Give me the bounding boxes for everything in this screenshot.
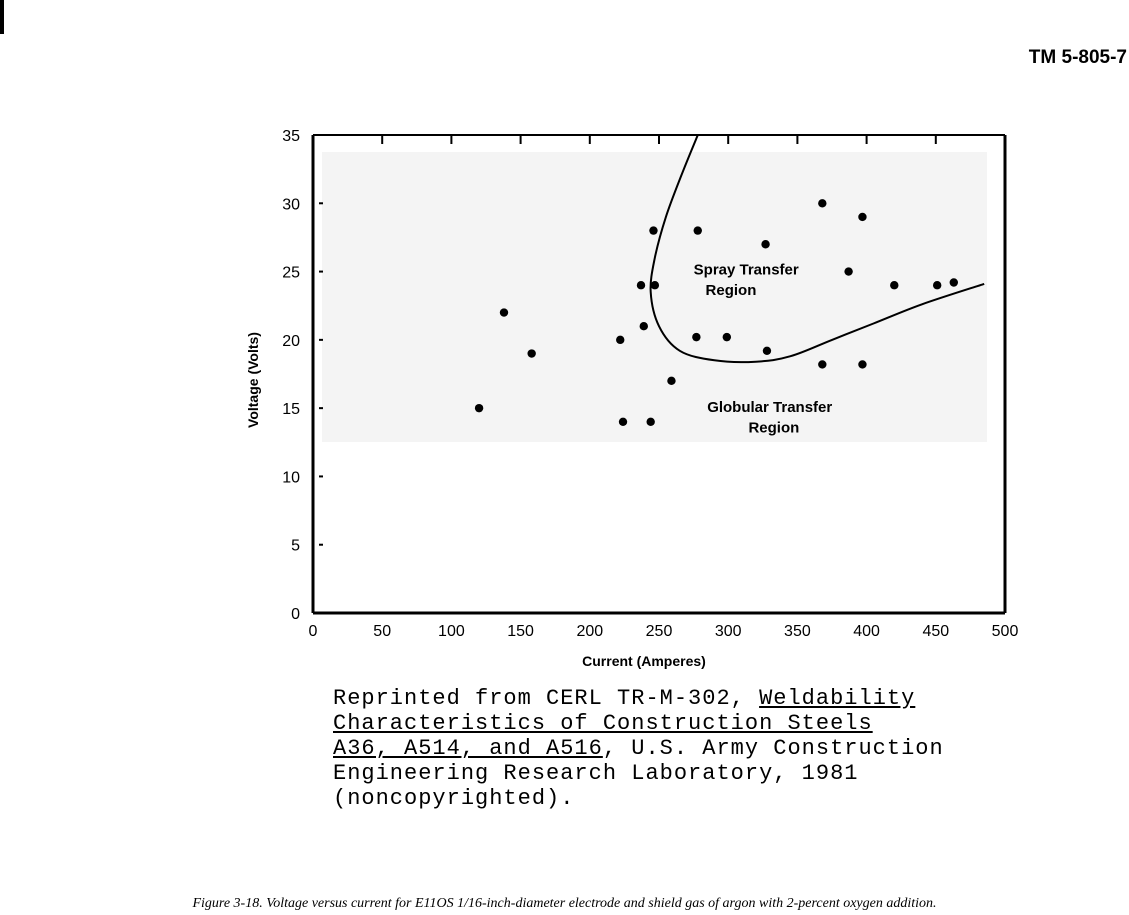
data-point (890, 281, 899, 290)
reprint-title-part3: A36, A514, and A516 (333, 736, 603, 761)
figure-caption: Figure 3-18. Voltage versus current for … (192, 896, 937, 911)
data-point (646, 417, 655, 426)
data-point (693, 226, 702, 235)
data-point (932, 281, 942, 290)
y-tick-label: 0 (291, 606, 300, 623)
data-point (762, 346, 772, 355)
x-tick-label: 300 (715, 623, 742, 640)
data-point (650, 281, 660, 290)
x-tick-label: 50 (373, 623, 391, 640)
y-tick-label: 30 (282, 196, 300, 213)
y-tick-label: 10 (282, 469, 300, 486)
reprint-title-part1: Weldability (759, 686, 916, 711)
reprint-note: Reprinted from CERL TR-M-302, Weldabilit… (333, 686, 944, 811)
x-tick-label: 450 (922, 623, 949, 640)
x-tick-label: 100 (438, 623, 465, 640)
data-point (844, 267, 853, 276)
x-tick-label: 250 (646, 623, 673, 640)
reprint-line3-suffix: , U.S. Army Construction (602, 736, 944, 761)
x-axis-label: Current (Amperes) (582, 653, 706, 669)
y-axis-label: Voltage (Volts) (245, 332, 261, 428)
data-point (618, 417, 628, 426)
page-edge-mark (0, 0, 4, 34)
x-tick-label: 0 (309, 623, 318, 640)
y-tick-label: 15 (282, 401, 300, 418)
data-point (761, 240, 770, 249)
data-point (949, 278, 958, 287)
data-point (527, 349, 536, 358)
data-point (858, 212, 867, 222)
y-axis-ticks: 0 5 10 15 20 25 30 35 (282, 128, 323, 623)
data-point (474, 403, 484, 413)
y-tick-label: 20 (282, 333, 300, 350)
reprint-title-part2: Characteristics of Construction Steels (333, 711, 873, 736)
plot-shading (322, 152, 987, 442)
data-points (474, 199, 958, 426)
region-label: Region (706, 282, 757, 299)
reprint-line4: Engineering Research Laboratory, 1981 (333, 761, 859, 786)
x-tick-label: 400 (853, 623, 880, 640)
data-point (636, 281, 646, 290)
x-tick-label: 500 (992, 623, 1019, 640)
region-label: Spray Transfer (694, 261, 799, 278)
data-point (692, 332, 701, 342)
data-point (722, 332, 732, 342)
y-tick-label: 35 (282, 128, 300, 145)
region-label: Region (748, 420, 799, 437)
data-point (639, 322, 648, 331)
x-tick-label: 350 (784, 623, 811, 640)
data-point (616, 335, 625, 345)
y-tick-label: 5 (291, 538, 300, 555)
y-tick-label: 25 (282, 265, 300, 282)
data-point (818, 199, 827, 208)
data-point (858, 360, 867, 369)
data-point (818, 360, 827, 369)
x-tick-label: 150 (507, 623, 534, 640)
data-point (499, 308, 509, 317)
reprint-line1-prefix: Reprinted from CERL TR-M-302, (333, 686, 760, 711)
document-code: TM 5-805-7 (1028, 47, 1127, 68)
x-axis-ticks: 0 50 100 150 200 250 300 350 400 450 500 (309, 135, 1019, 640)
region-label: Globular Transfer (707, 399, 832, 416)
region-annotations: Spray Transfer Region Globular Transfer Reg… (694, 261, 833, 436)
voltage-current-chart: 0 5 10 15 20 25 30 35 0 50 100 150 200 250 300 350 400 4… (245, 128, 1019, 669)
data-point (649, 226, 658, 235)
transfer-boundary-curve (649, 134, 985, 364)
data-point (667, 376, 676, 386)
reprint-line5: (noncopyrighted). (333, 786, 575, 811)
x-tick-label: 200 (576, 623, 603, 640)
